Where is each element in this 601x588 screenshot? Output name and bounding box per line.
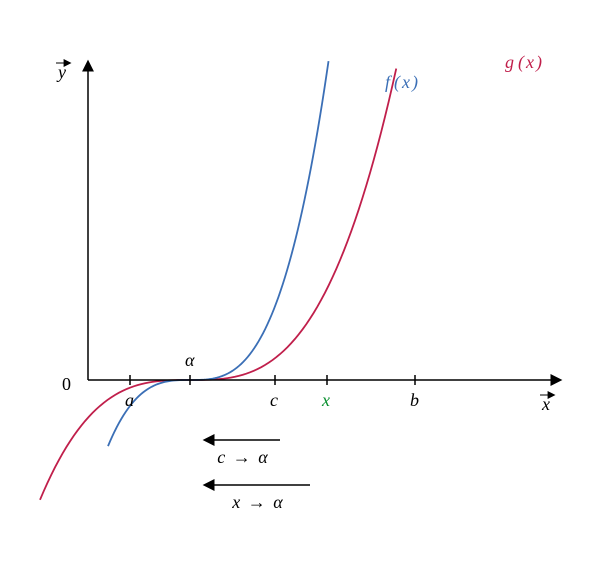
conv-c-alpha-label: c → α bbox=[217, 447, 268, 467]
label-c: c bbox=[270, 390, 278, 410]
label-g: g(x) bbox=[505, 52, 542, 73]
curve-f bbox=[108, 61, 329, 446]
label-f: f(x) bbox=[385, 72, 418, 93]
label-x: x bbox=[321, 390, 330, 410]
label-alpha: α bbox=[185, 350, 195, 370]
chart-container: a α c x b 0 y x f(x) g(x) c → α x → α bbox=[0, 0, 601, 588]
label-a: a bbox=[125, 390, 134, 410]
curve-g bbox=[40, 69, 396, 500]
label-y-axis: y bbox=[56, 62, 66, 82]
label-b: b bbox=[410, 390, 419, 410]
function-chart: a α c x b 0 y x f(x) g(x) c → α x → α bbox=[0, 0, 601, 588]
label-x-axis: x bbox=[541, 394, 550, 414]
conv-x-alpha-label: x → α bbox=[231, 492, 283, 512]
label-origin: 0 bbox=[62, 374, 71, 394]
